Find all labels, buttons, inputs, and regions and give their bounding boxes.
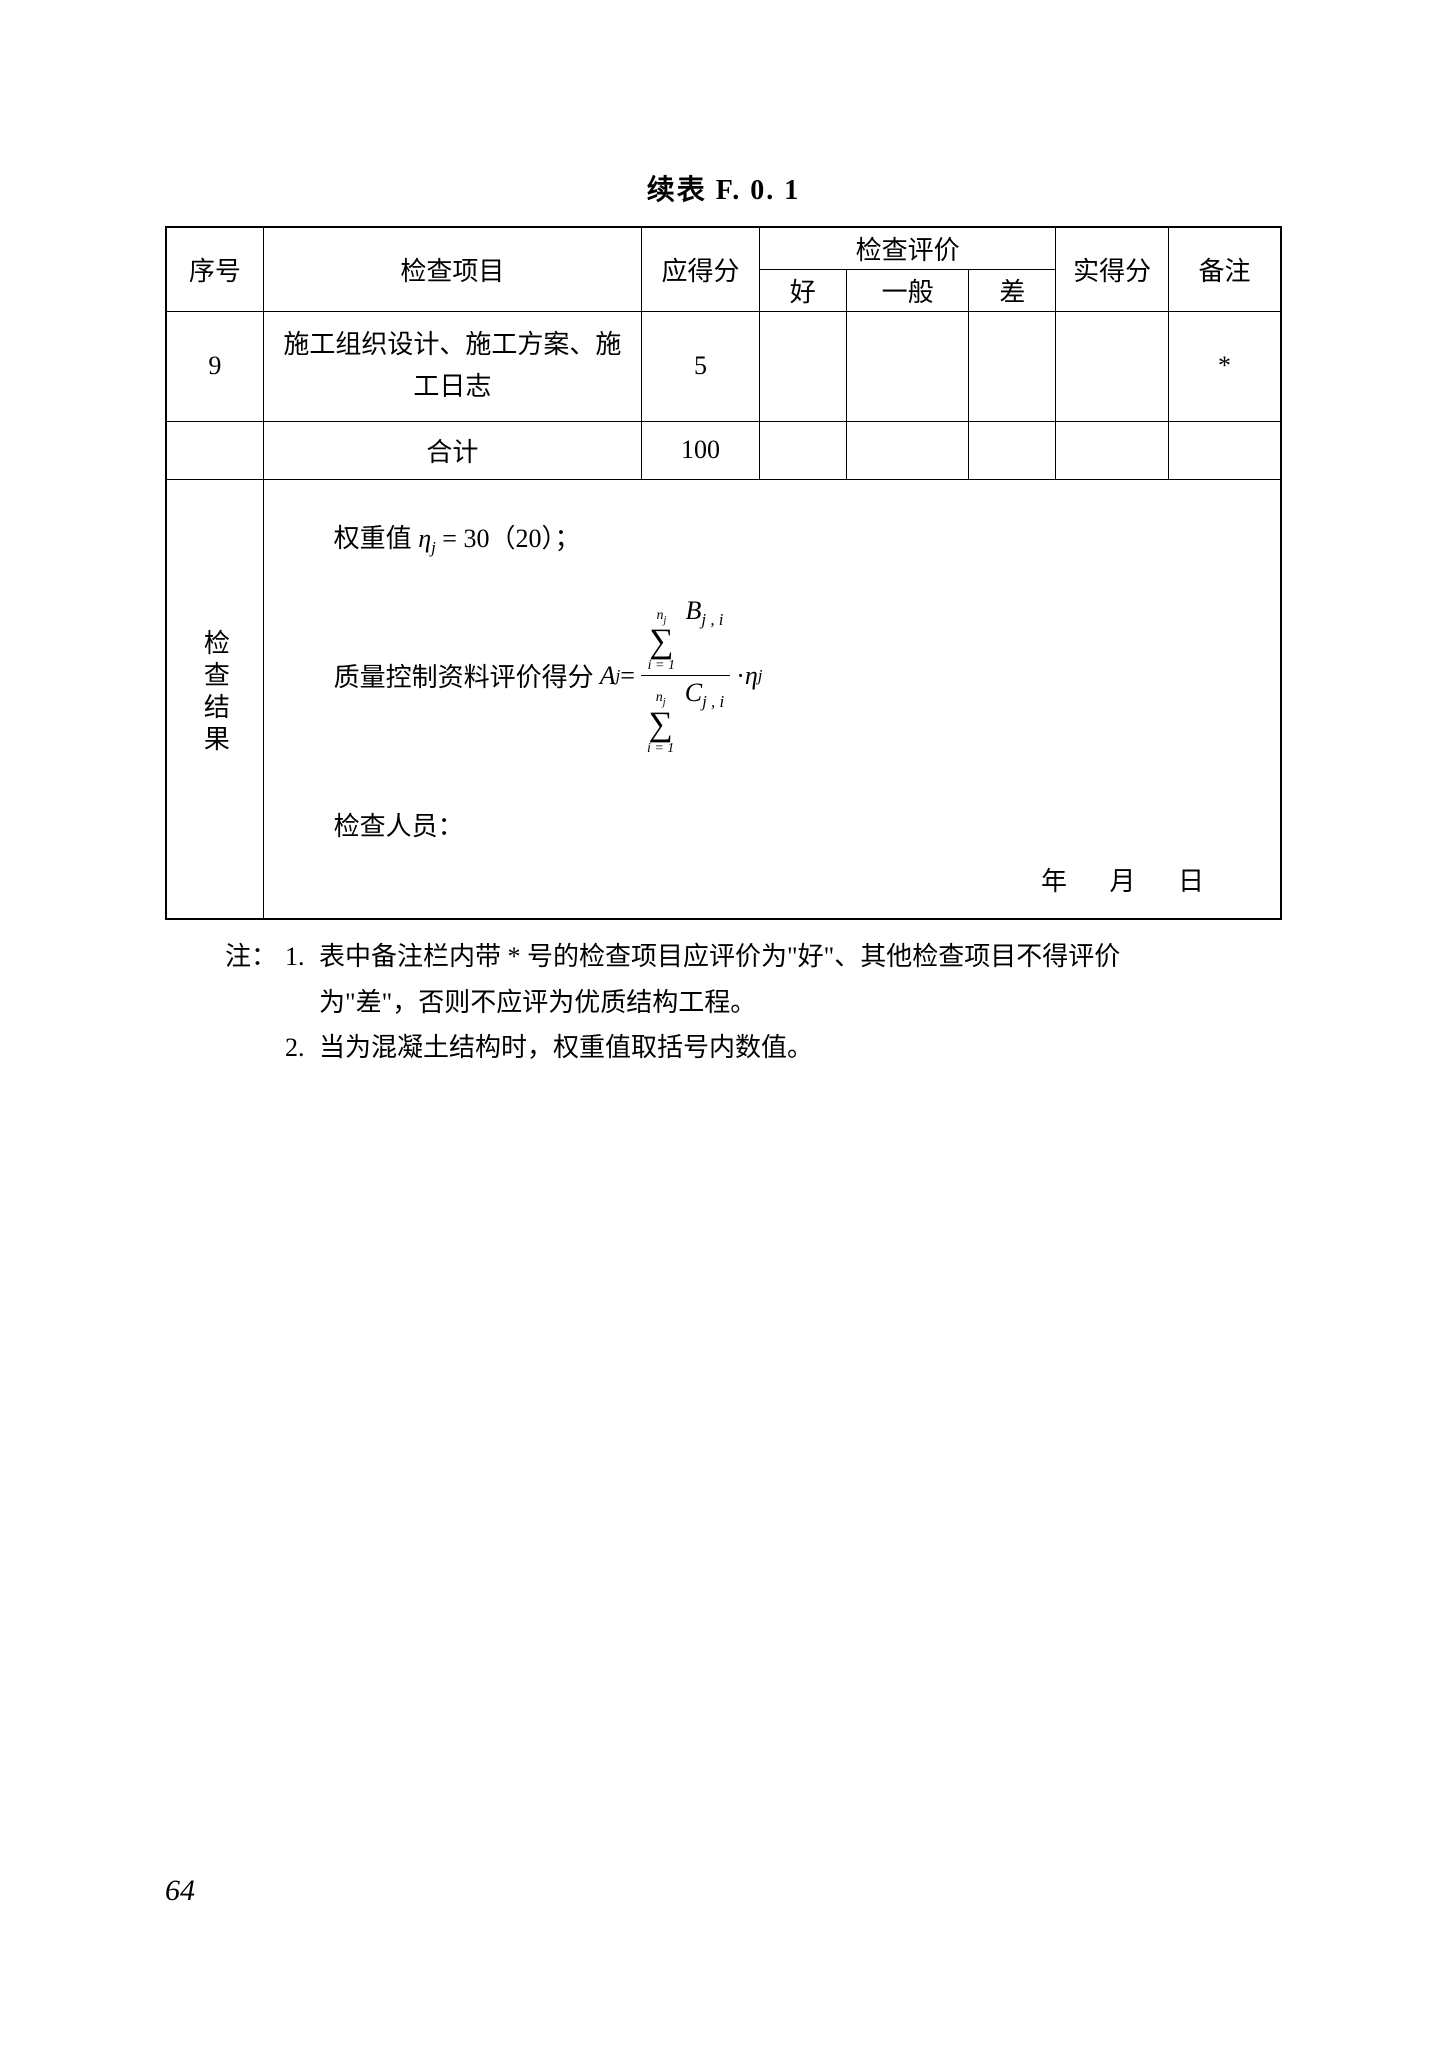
- formula-fraction: nj ∑ i = 1 Bj , i nj ∑ i = 1: [641, 594, 730, 759]
- inspector-line: 检查人员：: [334, 806, 1252, 843]
- note-1-num: 1.: [285, 934, 319, 980]
- weight-line: 权重值 ηj = 30（20）；: [334, 518, 1252, 558]
- cell-seq: 9: [166, 311, 263, 421]
- formula-A: A: [600, 661, 616, 691]
- formula-dot: ·: [736, 661, 745, 691]
- col-bad: 差: [969, 269, 1056, 311]
- notes-block: 注： 1. 表中备注栏内带 * 号的检查项目应评价为"好"、其他检查项目不得评价…: [225, 934, 1282, 1071]
- results-row: 检查结果 权重值 ηj = 30（20）； 质量控制资料评价得分 Aj = nj…: [166, 479, 1281, 919]
- cell-item: 施工组织设计、施工方案、施工日志: [263, 311, 641, 421]
- table-title: 续表 F. 0. 1: [165, 168, 1282, 208]
- date-line: 年 月 日: [304, 861, 1252, 898]
- formula-eta-sub: j: [758, 666, 763, 686]
- cell-bad: [969, 311, 1056, 421]
- col-seq: 序号: [166, 227, 263, 311]
- results-content-cell: 权重值 ηj = 30（20）； 质量控制资料评价得分 Aj = nj ∑ i …: [263, 479, 1281, 919]
- weight-var: η: [418, 524, 431, 553]
- formula-label: 质量控制资料评价得分: [334, 657, 594, 694]
- note-2: 当为混凝土结构时，权重值取括号内数值。: [319, 1025, 1282, 1071]
- page-number: 64: [165, 1874, 195, 1908]
- fraction-denominator: nj ∑ i = 1 Cj , i: [641, 676, 730, 758]
- results-section-label: 检查结果: [195, 629, 234, 757]
- total-avg: [846, 421, 969, 479]
- cell-note: *: [1168, 311, 1281, 421]
- evaluation-table: 序号 检查项目 应得分 检查评价 实得分 备注 好 一般 差 9 施工组织设计、…: [165, 226, 1282, 920]
- cell-avg: [846, 311, 969, 421]
- sigma-bot: nj ∑ i = 1: [647, 691, 674, 756]
- col-eval-group: 检查评价: [759, 227, 1056, 269]
- col-actual: 实得分: [1056, 227, 1169, 311]
- formula-eq: =: [620, 661, 635, 691]
- sigma-top: nj ∑ i = 1: [648, 609, 675, 674]
- note-1a: 表中备注栏内带 * 号的检查项目应评价为"好"、其他检查项目不得评价: [319, 934, 1282, 980]
- total-actual: [1056, 421, 1169, 479]
- total-maxscore: 100: [642, 421, 760, 479]
- col-maxscore: 应得分: [642, 227, 760, 311]
- formula: 质量控制资料评价得分 Aj = nj ∑ i = 1 Bj , i: [334, 594, 1252, 759]
- cell-good: [759, 311, 846, 421]
- total-label: 合计: [263, 421, 641, 479]
- col-good: 好: [759, 269, 846, 311]
- total-good: [759, 421, 846, 479]
- results-label-cell: 检查结果: [166, 479, 263, 919]
- notes-label: 注：: [225, 934, 285, 980]
- note-2-num: 2.: [285, 1025, 319, 1071]
- total-bad: [969, 421, 1056, 479]
- total-row: 合计 100: [166, 421, 1281, 479]
- fraction-numerator: nj ∑ i = 1 Bj , i: [642, 594, 730, 676]
- table-row: 9 施工组织设计、施工方案、施工日志 5 *: [166, 311, 1281, 421]
- col-avg: 一般: [846, 269, 969, 311]
- note-1b: 为"差"，否则不应评为优质结构工程。: [319, 980, 1282, 1026]
- cell-maxscore: 5: [642, 311, 760, 421]
- col-item: 检查项目: [263, 227, 641, 311]
- total-seq: [166, 421, 263, 479]
- weight-prefix: 权重值: [334, 524, 419, 553]
- header-row-1: 序号 检查项目 应得分 检查评价 实得分 备注: [166, 227, 1281, 269]
- cell-actual: [1056, 311, 1169, 421]
- formula-eta: η: [745, 661, 758, 691]
- document-page: 续表 F. 0. 1 序号 检查项目 应得分 检查评价 实得分 备注 好 一般 …: [0, 0, 1447, 2048]
- col-note: 备注: [1168, 227, 1281, 311]
- total-note: [1168, 421, 1281, 479]
- weight-value: = 30（20）；: [436, 524, 581, 553]
